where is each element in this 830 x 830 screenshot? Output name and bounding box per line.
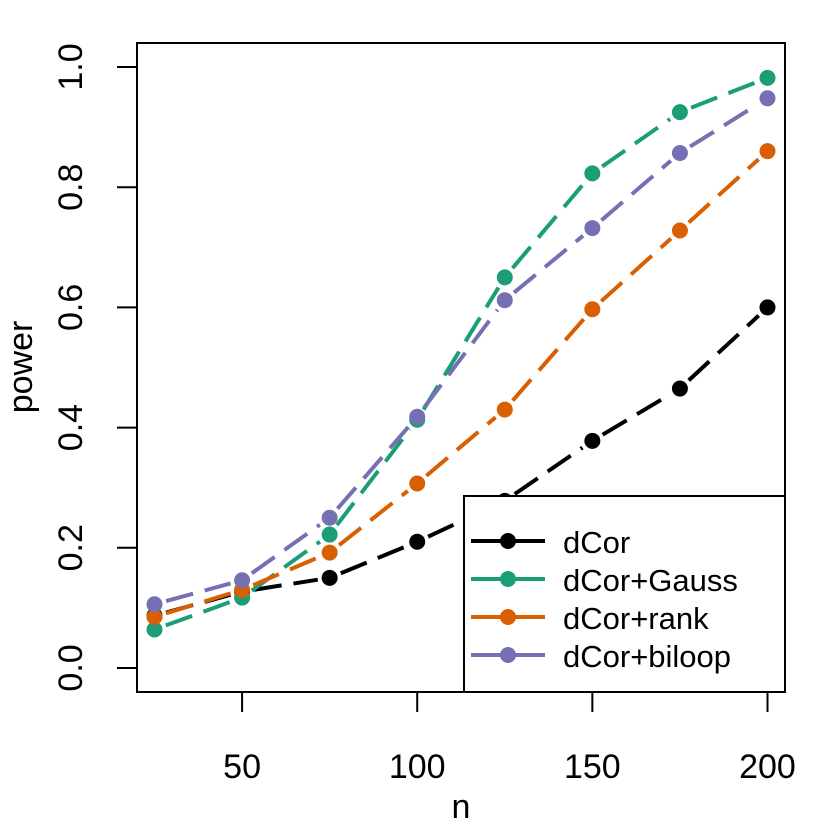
legend-item: dCor+rank — [471, 601, 709, 636]
data-point — [759, 299, 776, 316]
series-segment — [689, 102, 759, 149]
data-point — [671, 104, 688, 121]
series-segment — [425, 415, 497, 478]
data-point — [759, 69, 776, 86]
x-tick-label: 50 — [223, 748, 261, 786]
data-point — [496, 401, 513, 418]
legend-label: dCor+Gauss — [563, 563, 738, 598]
data-point — [671, 222, 688, 239]
data-point — [234, 572, 251, 589]
series-segment — [337, 489, 410, 547]
data-point — [584, 432, 601, 449]
y-tick-label: 0.8 — [52, 164, 90, 211]
axes-layer: 50 100 150 200 0.0 0.2 0.4 0.6 0.8 1.0 — [52, 43, 796, 786]
series-segment — [336, 424, 411, 510]
series-segment — [513, 445, 584, 496]
series-segment — [165, 581, 232, 604]
data-point — [671, 144, 688, 161]
series-segment — [165, 591, 232, 616]
data-point — [321, 526, 338, 543]
series-dcor-rank — [146, 143, 776, 625]
series-segment — [510, 181, 587, 270]
data-point — [409, 533, 426, 550]
y-tick-label: 0.4 — [52, 404, 90, 451]
data-point — [496, 292, 513, 309]
data-point — [584, 165, 601, 182]
data-point — [409, 475, 426, 492]
series-segment — [253, 577, 319, 592]
data-point — [759, 143, 776, 160]
series-segment — [601, 392, 671, 437]
series-segment — [600, 159, 673, 222]
legend-marker — [500, 533, 516, 549]
data-point — [584, 301, 601, 318]
legend-marker — [500, 571, 516, 587]
x-tick-label: 200 — [739, 748, 796, 786]
y-axis-label: power — [2, 321, 40, 414]
x-tick-label: 100 — [389, 748, 446, 786]
series-segment — [511, 316, 586, 402]
data-point — [496, 269, 513, 286]
data-point — [146, 608, 163, 625]
y-tick-label: 0.0 — [52, 644, 90, 691]
data-point — [409, 408, 426, 425]
data-point — [321, 569, 338, 586]
legend-marker — [500, 609, 516, 625]
data-point — [146, 621, 163, 638]
data-point — [321, 544, 338, 561]
series-segment — [599, 237, 673, 303]
legend-label: dCor+biloop — [563, 639, 731, 674]
x-axis-label: n — [452, 788, 471, 826]
legend-item: dCor+Gauss — [471, 563, 738, 598]
data-point — [584, 220, 601, 237]
x-tick-label: 150 — [564, 748, 621, 786]
data-point — [321, 509, 338, 526]
legend-label: dCor+rank — [563, 601, 709, 636]
series-segment — [250, 523, 322, 575]
data-point — [759, 90, 776, 107]
series-segment — [339, 544, 407, 576]
legend-marker — [500, 647, 516, 663]
series-segment — [512, 234, 585, 295]
data-point — [146, 596, 163, 613]
series-segment — [335, 428, 412, 527]
series-segment — [422, 308, 500, 409]
series-dcor-biloop — [146, 90, 776, 613]
series-segment — [687, 157, 760, 224]
y-tick-label: 1.0 — [52, 43, 90, 90]
y-tick-label: 0.2 — [52, 524, 90, 571]
series-segment — [687, 314, 761, 382]
legend-item: dCor+biloop — [471, 639, 731, 674]
legend-item: dCor — [471, 525, 630, 560]
data-point — [671, 380, 688, 397]
y-tick-label: 0.6 — [52, 284, 90, 331]
series-segment — [601, 117, 672, 169]
series-segment — [252, 555, 320, 587]
legend-box — [463, 495, 786, 693]
series-segment — [690, 80, 758, 110]
legend-label: dCor — [563, 525, 630, 560]
series-segment — [165, 599, 232, 628]
